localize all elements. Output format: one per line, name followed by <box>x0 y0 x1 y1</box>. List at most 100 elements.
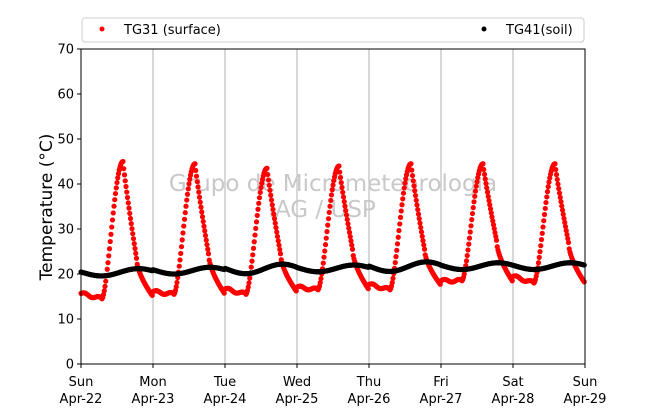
data-point <box>487 202 493 208</box>
data-point <box>125 200 131 206</box>
data-point <box>176 263 182 269</box>
data-point <box>539 230 545 236</box>
data-point <box>537 249 543 255</box>
data-point <box>484 185 490 191</box>
data-point <box>205 251 212 257</box>
data-point <box>401 185 407 191</box>
data-point <box>124 189 130 195</box>
data-point <box>120 158 126 165</box>
data-point <box>402 180 408 186</box>
data-point <box>538 236 545 243</box>
data-point <box>114 179 120 186</box>
data-point <box>149 292 155 299</box>
data-point <box>561 215 567 222</box>
data-point <box>130 236 137 242</box>
data-point <box>273 225 279 231</box>
data-point <box>102 283 108 289</box>
data-point <box>133 250 139 256</box>
data-point <box>491 226 497 232</box>
x-tick-label-day: Thu <box>356 375 381 390</box>
legend-label-soil: TG41(soil) <box>505 23 573 38</box>
data-point <box>275 238 281 244</box>
data-point <box>193 167 199 174</box>
data-point <box>193 173 200 179</box>
data-point <box>197 199 203 205</box>
data-point <box>463 258 470 264</box>
data-point <box>541 218 547 224</box>
data-point <box>245 284 251 290</box>
data-point <box>250 252 256 258</box>
data-point <box>265 177 272 183</box>
y-axis-label: Temperature (°C) <box>37 134 57 282</box>
data-point <box>467 229 473 235</box>
data-point <box>415 211 422 217</box>
data-point <box>410 178 416 184</box>
data-point <box>194 179 200 185</box>
data-point <box>466 241 472 247</box>
data-point <box>202 228 208 234</box>
data-point <box>180 230 186 236</box>
data-point <box>277 246 283 253</box>
data-point <box>564 231 570 238</box>
x-tick-label-day: Sat <box>502 375 523 390</box>
data-point <box>124 194 131 201</box>
data-series <box>78 158 587 302</box>
data-point <box>328 192 335 198</box>
data-point <box>330 182 336 188</box>
data-point <box>327 203 333 209</box>
data-point <box>481 171 488 177</box>
data-point <box>248 264 254 270</box>
data-point <box>270 206 276 213</box>
data-point <box>106 253 112 259</box>
data-point <box>337 174 344 181</box>
data-point <box>318 275 324 282</box>
series-surface <box>78 158 587 302</box>
x-axis: Sun Apr-22 Mon Apr-23 Tue Apr-24 Wed Apr-25 Thu A… <box>60 364 606 407</box>
data-point <box>553 166 559 173</box>
data-point <box>581 262 587 268</box>
data-point <box>186 181 192 187</box>
data-point <box>390 275 396 281</box>
data-point <box>469 210 476 217</box>
data-point <box>320 260 326 266</box>
y-tick-label: 70 <box>57 43 74 58</box>
data-point <box>409 167 415 173</box>
x-tick-label-date: Apr-27 <box>420 392 463 407</box>
data-point <box>416 216 422 222</box>
data-point <box>483 180 489 187</box>
data-point <box>329 187 335 193</box>
data-point <box>112 197 118 203</box>
data-point <box>132 245 138 252</box>
legend-frame <box>81 17 585 43</box>
data-point <box>473 183 479 189</box>
data-point <box>555 181 561 187</box>
data-point <box>464 252 470 259</box>
data-point <box>392 260 398 266</box>
data-point <box>195 184 201 190</box>
x-tick-label-date: Apr-24 <box>204 392 247 407</box>
data-point <box>115 175 121 181</box>
x-tick-label-date: Apr-26 <box>348 392 391 407</box>
data-point <box>133 255 140 261</box>
data-point <box>469 217 475 223</box>
y-tick-label: 40 <box>57 178 74 193</box>
data-point <box>266 182 272 188</box>
data-point <box>202 232 209 239</box>
data-point <box>509 278 515 284</box>
data-point <box>267 187 273 193</box>
data-point <box>324 229 330 235</box>
data-point <box>201 223 207 229</box>
data-point <box>417 220 423 226</box>
data-point <box>259 180 265 186</box>
data-point <box>559 207 566 213</box>
data-point <box>397 221 403 227</box>
data-point <box>474 179 480 185</box>
data-point <box>337 169 343 175</box>
data-point <box>177 257 183 263</box>
data-point <box>277 251 284 257</box>
data-point <box>192 161 198 167</box>
data-point <box>348 238 354 244</box>
x-tick-label-date: Apr-28 <box>492 392 535 407</box>
data-point <box>128 221 134 227</box>
data-point <box>470 205 476 211</box>
